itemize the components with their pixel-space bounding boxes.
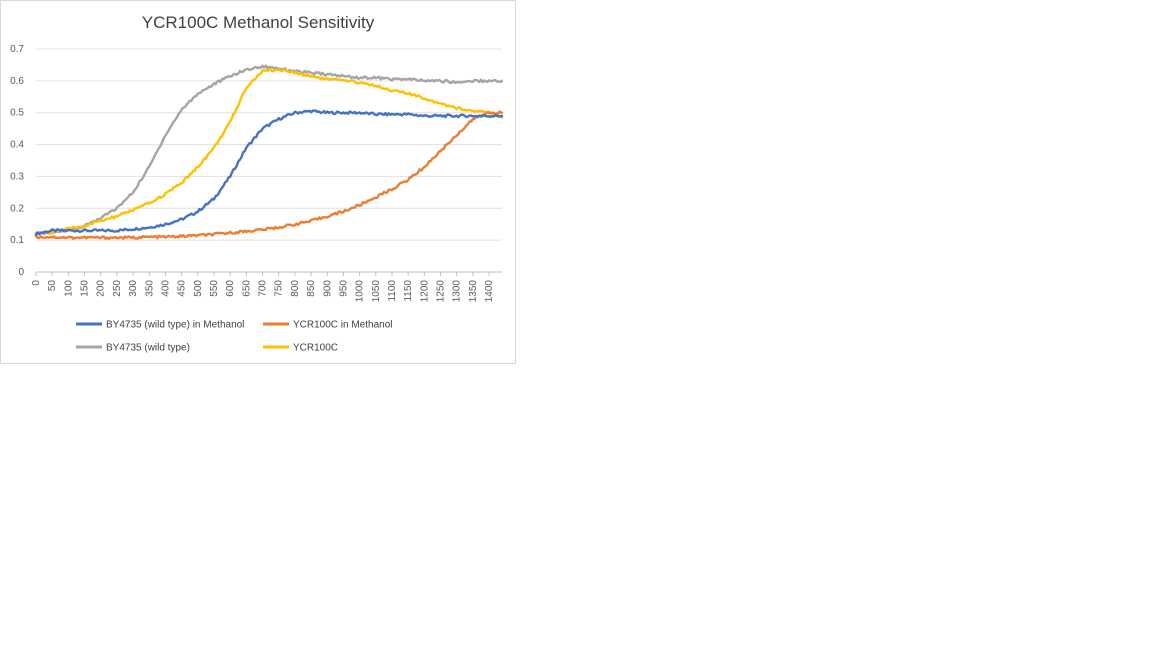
- x-tick-label: 650: [241, 280, 252, 297]
- chart-title: YCR100C Methanol Sensitivity: [142, 13, 375, 32]
- legend: BY4735 (wild type) in Methanol YCR100C in…: [76, 320, 393, 354]
- chart-frame: [0, 0, 516, 364]
- y-tick-label: 0.4: [10, 140, 24, 151]
- x-axis-ticks: 0 50 100 150 200 250 300 350 400 450 500 550 600 650 7…: [31, 272, 495, 302]
- x-tick-label: 0: [31, 280, 42, 286]
- x-tick-label: 100: [63, 280, 74, 297]
- x-tick-label: 150: [80, 280, 91, 297]
- series-line: [34, 109, 504, 237]
- y-tick-label: 0.2: [10, 203, 24, 214]
- x-tick-label: 1350: [468, 280, 479, 303]
- x-tick-label: 1000: [355, 280, 366, 303]
- x-tick-label: 800: [290, 280, 301, 297]
- x-tick-label: 1300: [452, 280, 463, 303]
- x-tick-label: 450: [177, 280, 188, 297]
- x-tick-label: 50: [47, 280, 58, 292]
- x-tick-label: 1200: [419, 280, 430, 303]
- x-tick-label: 600: [225, 280, 236, 297]
- y-tick-label: 0.5: [10, 108, 24, 119]
- y-axis-ticks: 0 0.1 0.2 0.3 0.4 0.5 0.6 0.7: [10, 44, 24, 278]
- line-chart: YCR100C Methanol Sensitivity 00.10.20.30…: [10, 13, 504, 354]
- series-line: [34, 110, 504, 241]
- x-tick-label: 1400: [484, 280, 495, 303]
- x-tick-label: 950: [338, 280, 349, 297]
- y-tick-label: 0: [18, 267, 24, 278]
- y-tick-label: 0.7: [10, 44, 24, 55]
- legend-label: YCR100C in Methanol: [293, 320, 393, 331]
- x-tick-label: 1050: [371, 280, 382, 303]
- x-tick-label: 350: [144, 280, 155, 297]
- series-line: [34, 68, 504, 236]
- x-tick-label: 1250: [436, 280, 447, 303]
- y-tick-label: 0.6: [10, 76, 24, 87]
- series-line: [34, 64, 504, 236]
- y-tick-label: 0.1: [10, 235, 24, 246]
- x-tick-label: 550: [209, 280, 220, 297]
- x-tick-label: 400: [160, 280, 171, 297]
- x-tick-label: 750: [274, 280, 285, 297]
- legend-label: BY4735 (wild type) in Methanol: [106, 320, 244, 331]
- legend-label: BY4735 (wild type): [106, 343, 190, 354]
- x-tick-label: 1100: [387, 280, 398, 302]
- x-tick-label: 850: [306, 280, 317, 297]
- legend-label: YCR100C: [293, 343, 338, 354]
- x-tick-label: 300: [128, 280, 139, 297]
- x-tick-label: 1150: [403, 280, 414, 302]
- x-tick-label: 200: [96, 280, 107, 297]
- x-tick-label: 500: [193, 280, 204, 297]
- series-lines: [34, 64, 504, 241]
- x-tick-label: 700: [258, 280, 269, 297]
- x-tick-label: 900: [322, 280, 333, 297]
- y-tick-label: 0.3: [10, 171, 24, 182]
- x-tick-label: 250: [112, 280, 123, 297]
